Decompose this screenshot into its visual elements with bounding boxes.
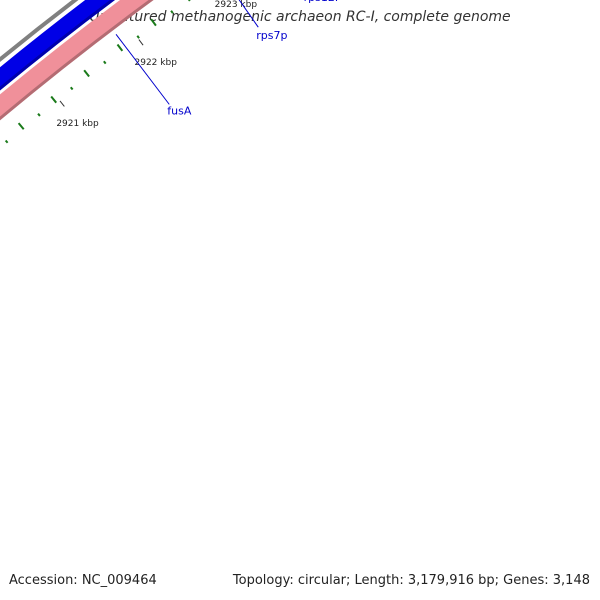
gc-tick-inner <box>4 139 9 144</box>
gc-tick-inner <box>170 10 174 14</box>
scale-tick <box>138 39 144 46</box>
leader-line <box>115 33 170 105</box>
gc-tick-inner <box>103 60 107 65</box>
map-title: Uncultured methanogenic archaeon RC-I, c… <box>89 9 511 25</box>
gc-tick-inner <box>150 18 157 27</box>
kbp-label: 2921 kbp <box>56 119 99 129</box>
reverse-gene-0 <box>0 0 154 121</box>
gc-skew-ticks <box>4 0 191 144</box>
kbp-label: 2923 kbp <box>215 0 258 10</box>
reverse-strand-genes <box>0 0 154 121</box>
gene-label-rps12p: rps12P <box>304 0 342 4</box>
genome-summary: Topology: circular; Length: 3,179,916 bp… <box>232 573 590 588</box>
reverse-gene-0-body <box>0 0 154 121</box>
gc-tick-inner <box>136 35 140 39</box>
gene-label-rps7p: rps7p <box>256 29 287 42</box>
forward-strand-genes <box>0 0 116 91</box>
leader-line <box>238 0 259 28</box>
forward-gene-0-shade <box>0 0 116 91</box>
gc-tick-inner <box>17 122 25 130</box>
gene-labels: fusArps7prps12PnusArpl30erpoA2rpoA1 <box>115 0 342 117</box>
accession-text: Accession: NC_009464 <box>9 573 157 588</box>
gc-tick-inner <box>69 86 74 91</box>
kbp-label: 2922 kbp <box>135 58 178 68</box>
gc-tick-inner <box>116 43 124 52</box>
forward-gene-0 <box>0 0 116 91</box>
scale-tick <box>59 100 65 107</box>
gc-tick-inner <box>83 69 90 78</box>
gc-tick-inner <box>188 0 191 2</box>
reverse-gene-0-shade <box>0 0 154 121</box>
gene-label-fusa: fusA <box>167 104 192 117</box>
gc-tick-inner <box>50 95 58 104</box>
gc-tick-inner <box>37 112 41 117</box>
